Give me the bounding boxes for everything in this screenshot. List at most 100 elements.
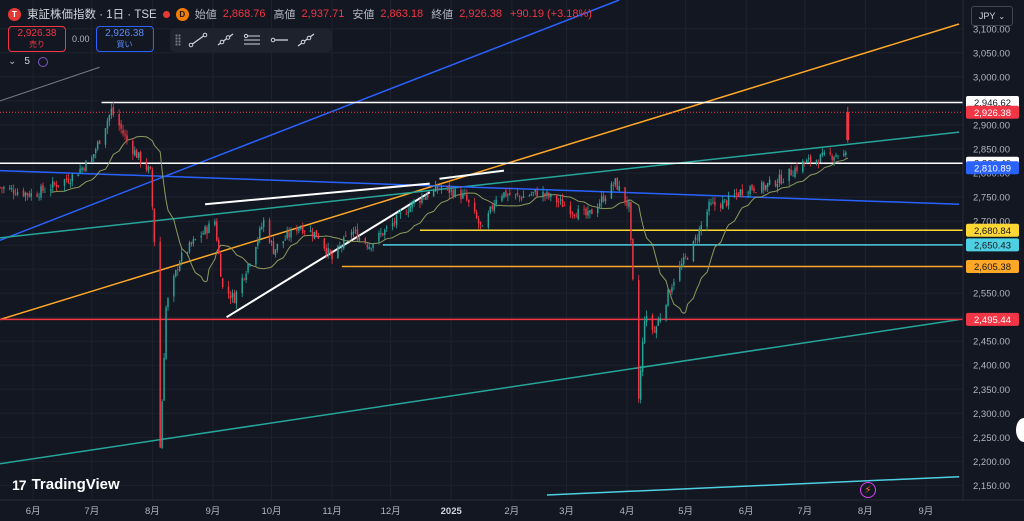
candle bbox=[243, 278, 245, 280]
candle bbox=[764, 185, 767, 190]
candle bbox=[495, 199, 497, 205]
candle bbox=[151, 169, 154, 207]
buy-price: 2,926.38 bbox=[105, 28, 144, 39]
y-tick-label: 3,100.00 bbox=[973, 24, 1010, 35]
y-tick-label: 3,000.00 bbox=[973, 72, 1010, 83]
candle bbox=[534, 189, 536, 192]
candle bbox=[436, 187, 439, 191]
candle bbox=[835, 155, 837, 157]
y-tick-label: 2,900.00 bbox=[973, 120, 1010, 131]
candle bbox=[452, 190, 454, 198]
ray-icon[interactable] bbox=[215, 32, 235, 48]
candle bbox=[763, 182, 765, 191]
candle bbox=[276, 243, 279, 250]
candle bbox=[382, 233, 384, 236]
candle bbox=[153, 208, 156, 243]
indicator-count[interactable]: 5 bbox=[24, 56, 30, 67]
candle bbox=[667, 289, 669, 306]
candle bbox=[712, 202, 714, 204]
price-label: 2,495.44 bbox=[974, 315, 1011, 326]
candle bbox=[448, 185, 451, 194]
candle bbox=[327, 247, 329, 255]
candle bbox=[372, 243, 374, 248]
candle bbox=[149, 166, 152, 169]
horizontal-ray-icon[interactable] bbox=[269, 32, 289, 48]
candle bbox=[493, 204, 495, 211]
candle bbox=[680, 263, 683, 268]
candle bbox=[268, 219, 271, 243]
candle bbox=[479, 221, 482, 225]
candle bbox=[395, 214, 398, 225]
change-value: +90.19 (+3.18%) bbox=[510, 8, 592, 20]
extended-line-icon[interactable] bbox=[296, 32, 316, 48]
y-tick-label: 2,400.00 bbox=[973, 361, 1010, 372]
candle bbox=[356, 229, 359, 241]
x-tick-label: 5月 bbox=[678, 506, 693, 517]
candle bbox=[274, 249, 277, 255]
sell-button[interactable]: 2,926.38 売り bbox=[8, 26, 66, 52]
candle bbox=[235, 291, 238, 304]
candle bbox=[610, 183, 613, 199]
candle bbox=[571, 212, 574, 214]
candle bbox=[501, 195, 503, 201]
close-value: 2,926.38 bbox=[459, 8, 503, 20]
price-label: 2,810.89 bbox=[974, 163, 1011, 174]
drag-handle-icon[interactable] bbox=[175, 34, 181, 46]
parallel-channel-icon[interactable] bbox=[242, 32, 262, 48]
candle bbox=[94, 149, 97, 154]
buy-button[interactable]: 2,926.38 買い bbox=[95, 26, 154, 52]
candle bbox=[257, 239, 259, 246]
lightning-icon[interactable]: ⚡ bbox=[860, 482, 876, 498]
candle bbox=[122, 130, 124, 134]
candle bbox=[507, 194, 509, 196]
candle bbox=[755, 192, 757, 194]
candle bbox=[309, 230, 312, 232]
candle bbox=[366, 244, 368, 248]
candle bbox=[794, 168, 796, 177]
chevron-down-icon[interactable]: ⌄ bbox=[8, 56, 17, 67]
candle bbox=[370, 247, 372, 249]
candle bbox=[397, 212, 400, 214]
candle bbox=[24, 192, 27, 197]
candle bbox=[749, 186, 751, 194]
panel-toggle-button[interactable] bbox=[1016, 418, 1024, 442]
candle bbox=[298, 227, 300, 231]
x-tick-label: 6月 bbox=[739, 506, 754, 517]
candle bbox=[167, 298, 169, 308]
candle bbox=[550, 193, 552, 198]
currency-selector[interactable]: JPY ⌄ bbox=[971, 6, 1013, 26]
candle bbox=[368, 246, 370, 249]
tradingview-watermark[interactable]: 17 TradingView bbox=[12, 476, 120, 493]
candle bbox=[723, 199, 726, 201]
price-label-box bbox=[966, 260, 1019, 274]
y-tick-label: 2,450.00 bbox=[973, 337, 1010, 348]
y-tick-label: 2,700.00 bbox=[973, 217, 1010, 228]
candle bbox=[544, 193, 546, 196]
candle bbox=[83, 167, 85, 171]
trend-line bbox=[546, 475, 960, 496]
x-tick-label: 9月 bbox=[206, 506, 221, 517]
trend-line bbox=[0, 169, 960, 205]
candle bbox=[446, 186, 449, 188]
candle bbox=[214, 221, 216, 225]
x-tick-label: 4月 bbox=[620, 506, 635, 517]
candle bbox=[780, 174, 783, 184]
candle bbox=[747, 192, 749, 194]
trend-line-icon[interactable] bbox=[188, 32, 208, 48]
candle bbox=[378, 232, 380, 242]
candle bbox=[819, 154, 822, 163]
candle bbox=[409, 206, 411, 212]
candle bbox=[391, 223, 394, 227]
candle bbox=[218, 239, 220, 254]
candle bbox=[337, 245, 339, 258]
indicator-ring-icon[interactable] bbox=[37, 56, 48, 67]
trend-line bbox=[205, 182, 430, 206]
candle bbox=[454, 189, 456, 197]
candle bbox=[559, 199, 562, 201]
symbol-title[interactable]: 東証株価指数 · 1日 · TSE bbox=[27, 9, 157, 21]
candle bbox=[487, 213, 490, 228]
candle bbox=[79, 168, 81, 174]
candle bbox=[350, 232, 353, 236]
candle bbox=[110, 108, 113, 116]
